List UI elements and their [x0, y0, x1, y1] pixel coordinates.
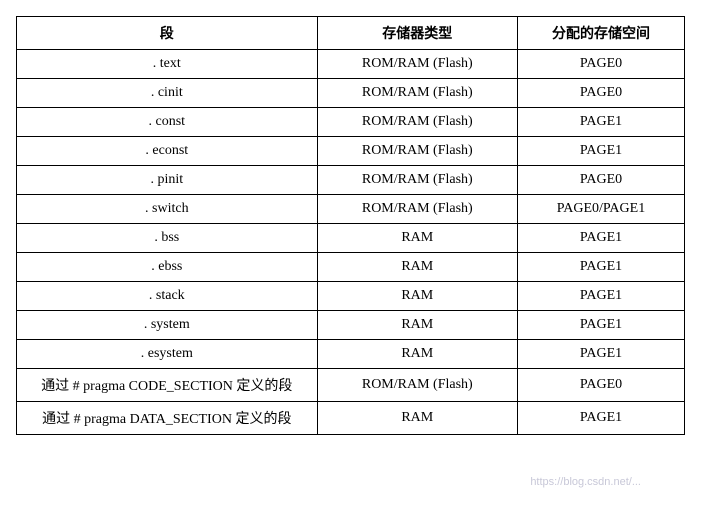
cell-section: . const: [17, 108, 318, 137]
cell-space: PAGE1: [517, 340, 684, 369]
cell-section: . text: [17, 50, 318, 79]
cell-section: . econst: [17, 137, 318, 166]
cell-memtype: RAM: [317, 253, 517, 282]
cell-section: . stack: [17, 282, 318, 311]
cell-space: PAGE0/PAGE1: [517, 195, 684, 224]
table-row: . esystem RAM PAGE1: [17, 340, 685, 369]
table-row: . const ROM/RAM (Flash) PAGE1: [17, 108, 685, 137]
col-header-space: 分配的存储空间: [517, 17, 684, 50]
cell-space: PAGE0: [517, 79, 684, 108]
cell-memtype: ROM/RAM (Flash): [317, 166, 517, 195]
cell-memtype: RAM: [317, 224, 517, 253]
cell-section: . pinit: [17, 166, 318, 195]
cell-section: . esystem: [17, 340, 318, 369]
table-row: . system RAM PAGE1: [17, 311, 685, 340]
cell-memtype: ROM/RAM (Flash): [317, 137, 517, 166]
cell-section: . bss: [17, 224, 318, 253]
memory-sections-table: 段 存储器类型 分配的存储空间 . text ROM/RAM (Flash) P…: [16, 16, 685, 435]
col-header-section: 段: [17, 17, 318, 50]
cell-memtype: RAM: [317, 311, 517, 340]
cell-space: PAGE1: [517, 137, 684, 166]
cell-memtype: RAM: [317, 282, 517, 311]
table-row: . ebss RAM PAGE1: [17, 253, 685, 282]
cell-memtype: ROM/RAM (Flash): [317, 108, 517, 137]
cell-memtype: ROM/RAM (Flash): [317, 50, 517, 79]
cell-memtype: ROM/RAM (Flash): [317, 79, 517, 108]
cell-section: 通过 # pragma DATA_SECTION 定义的段: [17, 402, 318, 435]
table-row: . pinit ROM/RAM (Flash) PAGE0: [17, 166, 685, 195]
table-row: 通过 # pragma CODE_SECTION 定义的段 ROM/RAM (F…: [17, 369, 685, 402]
cell-section: . ebss: [17, 253, 318, 282]
col-header-memtype: 存储器类型: [317, 17, 517, 50]
cell-space: PAGE0: [517, 369, 684, 402]
cell-space: PAGE0: [517, 50, 684, 79]
cell-memtype: RAM: [317, 402, 517, 435]
cell-space: PAGE1: [517, 224, 684, 253]
cell-memtype: RAM: [317, 340, 517, 369]
cell-memtype: ROM/RAM (Flash): [317, 195, 517, 224]
table-row: . switch ROM/RAM (Flash) PAGE0/PAGE1: [17, 195, 685, 224]
cell-section: . cinit: [17, 79, 318, 108]
cell-space: PAGE1: [517, 253, 684, 282]
cell-memtype: ROM/RAM (Flash): [317, 369, 517, 402]
table-row: 通过 # pragma DATA_SECTION 定义的段 RAM PAGE1: [17, 402, 685, 435]
table-header-row: 段 存储器类型 分配的存储空间: [17, 17, 685, 50]
table-row: . cinit ROM/RAM (Flash) PAGE0: [17, 79, 685, 108]
cell-space: PAGE1: [517, 282, 684, 311]
table-body: . text ROM/RAM (Flash) PAGE0 . cinit ROM…: [17, 50, 685, 435]
cell-space: PAGE1: [517, 402, 684, 435]
table-row: . bss RAM PAGE1: [17, 224, 685, 253]
cell-section: . system: [17, 311, 318, 340]
table-row: . text ROM/RAM (Flash) PAGE0: [17, 50, 685, 79]
cell-space: PAGE0: [517, 166, 684, 195]
watermark-bottom: https://blog.csdn.net/...: [530, 476, 641, 488]
table-row: . econst ROM/RAM (Flash) PAGE1: [17, 137, 685, 166]
cell-space: PAGE1: [517, 108, 684, 137]
cell-section: . switch: [17, 195, 318, 224]
cell-section: 通过 # pragma CODE_SECTION 定义的段: [17, 369, 318, 402]
table-row: . stack RAM PAGE1: [17, 282, 685, 311]
cell-space: PAGE1: [517, 311, 684, 340]
